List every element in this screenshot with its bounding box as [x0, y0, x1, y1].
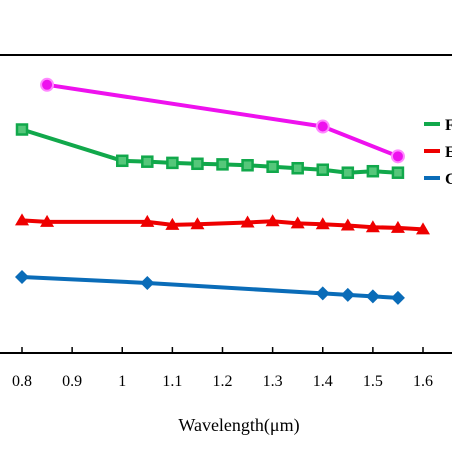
data-point [366, 164, 380, 178]
x-tick-label: 1 [118, 373, 126, 390]
data-point [416, 222, 430, 235]
data-point [390, 149, 405, 164]
legend-entry: F [424, 117, 452, 134]
data-point [166, 156, 179, 170]
data-point [40, 77, 55, 92]
data-point [315, 286, 330, 301]
data-point [140, 214, 155, 227]
x-tick-label: 1.3 [263, 373, 283, 390]
data-point [316, 163, 329, 176]
data-point [390, 290, 405, 305]
data-point [15, 270, 29, 285]
axes [0, 54, 452, 354]
data-point [315, 119, 330, 134]
data-point [266, 160, 279, 173]
legend-entry: E [424, 144, 452, 161]
data-point [240, 215, 255, 228]
data-point [340, 287, 355, 302]
series-square [15, 123, 405, 179]
series-triangle [15, 213, 430, 235]
data-point [365, 220, 380, 233]
data-point [241, 159, 254, 172]
data-point [265, 214, 280, 227]
legend-label: F [445, 117, 452, 134]
x-tick-label: 0.9 [62, 373, 82, 390]
legend: FEC [424, 117, 452, 188]
series-layer [15, 77, 430, 305]
data-point [190, 217, 205, 230]
data-point [140, 275, 155, 290]
series-line [21, 218, 424, 232]
data-point [290, 216, 305, 229]
data-point [191, 157, 204, 171]
legend-entry: C [424, 171, 452, 188]
x-ticks: 0.8 0.9 1 1.1 1.2 1.3 1.4 1.5 1.6 [12, 347, 433, 390]
data-point [340, 218, 355, 231]
data-point [15, 213, 29, 226]
data-point [216, 158, 229, 171]
series-circle [40, 77, 405, 164]
data-point [315, 217, 330, 230]
data-point [291, 161, 304, 175]
data-point [40, 214, 55, 227]
x-tick-label: 1.4 [313, 373, 333, 390]
x-tick-label: 0.8 [12, 373, 32, 390]
x-tick-label: 1.5 [363, 373, 383, 390]
data-point [341, 166, 355, 179]
data-point [391, 166, 405, 179]
x-tick-label: 1.1 [162, 373, 182, 390]
data-point [365, 289, 380, 304]
x-tick-label: 1.2 [213, 373, 233, 390]
data-point [15, 123, 29, 136]
legend-label: E [445, 144, 452, 161]
series-line [46, 82, 399, 159]
x-tick-label: 1.6 [413, 373, 433, 390]
series-diamond [15, 270, 405, 305]
data-point [116, 154, 129, 168]
x-axis-label: Wavelength(μm) [178, 415, 299, 436]
data-point [165, 217, 180, 230]
data-point [141, 155, 154, 168]
legend-label: C [445, 171, 452, 188]
data-point [390, 220, 405, 233]
